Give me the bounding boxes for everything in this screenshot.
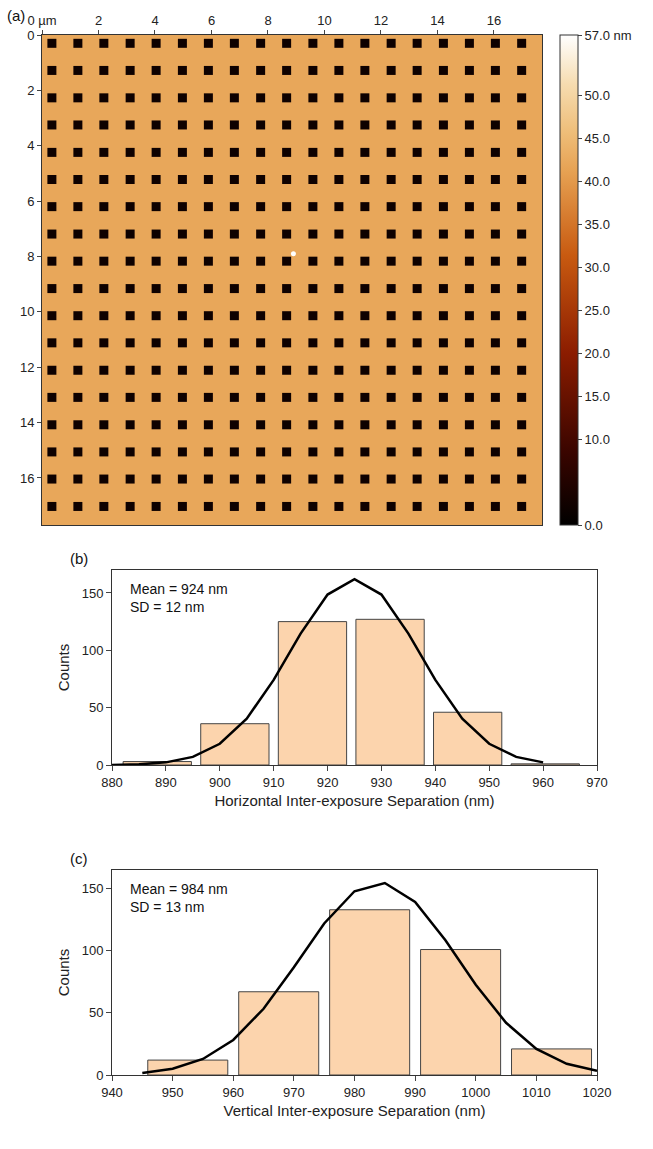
svg-text:12: 12: [20, 360, 34, 375]
svg-text:14: 14: [20, 415, 34, 430]
svg-text:12: 12: [374, 13, 388, 28]
svg-text:0.0: 0.0: [585, 518, 603, 533]
svg-text:980: 980: [344, 1085, 366, 1100]
svg-text:910: 910: [263, 775, 285, 790]
svg-text:1020: 1020: [583, 1085, 612, 1100]
svg-text:50.0: 50.0: [585, 88, 610, 103]
svg-text:10: 10: [317, 13, 331, 28]
svg-text:970: 970: [283, 1085, 305, 1100]
svg-text:(c): (c): [70, 850, 88, 867]
svg-text:Mean = 924 nmSD = 12 nm: Mean = 924 nmSD = 12 nm: [130, 581, 228, 615]
svg-text:15.0: 15.0: [585, 389, 610, 404]
svg-text:900: 900: [209, 775, 231, 790]
svg-text:Horizontal Inter-exposure Sepa: Horizontal Inter-exposure Separation (nm…: [214, 792, 494, 809]
svg-text:1010: 1010: [522, 1085, 551, 1100]
svg-text:100: 100: [82, 643, 104, 658]
svg-text:150: 150: [82, 881, 104, 896]
svg-text:6: 6: [27, 194, 34, 209]
svg-text:950: 950: [162, 1085, 184, 1100]
svg-text:150: 150: [82, 585, 104, 600]
svg-text:0 µm: 0 µm: [27, 13, 56, 28]
svg-text:16: 16: [20, 470, 34, 485]
svg-text:Vertical Inter-exposure Separa: Vertical Inter-exposure Separation (nm): [224, 1102, 486, 1119]
svg-text:30.0: 30.0: [585, 260, 610, 275]
svg-text:990: 990: [404, 1085, 426, 1100]
svg-text:57.0 nm: 57.0 nm: [585, 28, 632, 43]
svg-text:940: 940: [101, 1085, 123, 1100]
svg-text:(a): (a): [7, 7, 25, 24]
svg-text:14: 14: [430, 13, 444, 28]
svg-text:45.0: 45.0: [585, 131, 610, 146]
svg-text:(b): (b): [70, 550, 88, 567]
svg-text:940: 940: [424, 775, 446, 790]
svg-text:10: 10: [20, 304, 34, 319]
svg-text:950: 950: [478, 775, 500, 790]
svg-text:970: 970: [586, 775, 608, 790]
svg-text:40.0: 40.0: [585, 174, 610, 189]
svg-text:Counts: Counts: [55, 644, 72, 692]
svg-text:50: 50: [89, 1005, 103, 1020]
svg-text:35.0: 35.0: [585, 217, 610, 232]
svg-text:8: 8: [264, 13, 271, 28]
svg-text:Counts: Counts: [55, 949, 72, 997]
svg-text:930: 930: [371, 775, 393, 790]
svg-text:6: 6: [208, 13, 215, 28]
svg-text:10.0: 10.0: [585, 432, 610, 447]
svg-text:960: 960: [532, 775, 554, 790]
svg-text:100: 100: [82, 943, 104, 958]
svg-text:8: 8: [27, 249, 34, 264]
svg-text:2: 2: [27, 83, 34, 98]
svg-text:960: 960: [222, 1085, 244, 1100]
svg-text:0: 0: [96, 758, 103, 773]
svg-text:4: 4: [27, 138, 34, 153]
svg-text:50: 50: [89, 700, 103, 715]
svg-text:20.0: 20.0: [585, 346, 610, 361]
svg-text:2: 2: [95, 13, 102, 28]
svg-text:4: 4: [151, 13, 158, 28]
svg-text:Mean = 984 nmSD = 13 nm: Mean = 984 nmSD = 13 nm: [130, 881, 228, 915]
svg-text:0: 0: [27, 28, 34, 43]
svg-text:16: 16: [487, 13, 501, 28]
svg-text:1000: 1000: [461, 1085, 490, 1100]
svg-text:0: 0: [96, 1068, 103, 1083]
svg-text:890: 890: [155, 775, 177, 790]
svg-text:920: 920: [317, 775, 339, 790]
svg-text:880: 880: [101, 775, 123, 790]
svg-text:25.0: 25.0: [585, 303, 610, 318]
